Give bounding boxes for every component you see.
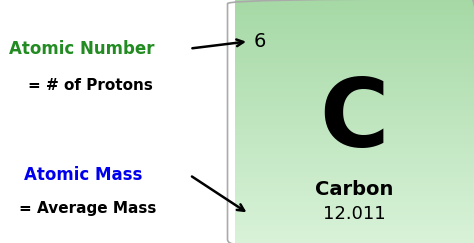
Text: Carbon: Carbon bbox=[315, 180, 393, 199]
Text: 6: 6 bbox=[254, 32, 266, 51]
Text: 12.011: 12.011 bbox=[323, 205, 386, 223]
Text: Atomic Number: Atomic Number bbox=[9, 40, 155, 58]
Text: = # of Protons: = # of Protons bbox=[28, 78, 153, 93]
Text: C: C bbox=[319, 76, 389, 167]
Text: Atomic Mass: Atomic Mass bbox=[24, 166, 142, 184]
Text: = Average Mass: = Average Mass bbox=[19, 201, 156, 217]
